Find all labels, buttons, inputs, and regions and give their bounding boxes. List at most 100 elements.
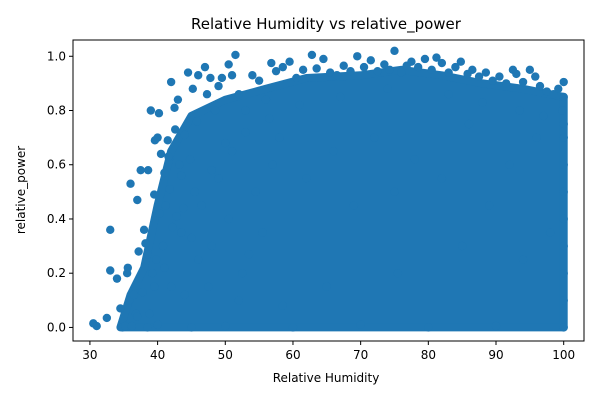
- dense-point-cloud: [116, 65, 568, 332]
- scatter-point: [265, 114, 274, 123]
- y-tick-label: 1.0: [47, 49, 66, 63]
- scatter-point: [177, 228, 186, 237]
- scatter-point: [206, 73, 215, 83]
- scatter-point: [525, 65, 535, 75]
- scatter-point: [464, 119, 474, 129]
- scatter-point: [116, 304, 125, 313]
- y-tick-label: 0.4: [47, 212, 66, 226]
- scatter-point: [126, 179, 135, 188]
- scatter-point: [221, 321, 230, 331]
- scatter-point: [349, 201, 359, 210]
- scatter-point: [488, 76, 497, 85]
- x-axis-label: Relative Humidity: [273, 371, 380, 385]
- scatter-point: [210, 106, 220, 115]
- scatter-point: [554, 84, 563, 94]
- scatter-point: [139, 225, 149, 235]
- scatter-point: [185, 155, 195, 164]
- scatter-point: [224, 214, 233, 224]
- scatter-point: [312, 64, 321, 73]
- scatter-point: [133, 312, 142, 321]
- scatter-point: [158, 241, 168, 251]
- scatter-point: [160, 263, 169, 272]
- x-tick-label: 30: [82, 348, 97, 362]
- scatter-point: [234, 296, 244, 305]
- scatter-point: [102, 313, 112, 323]
- scatter-point: [146, 106, 156, 115]
- y-tick-label: 0.0: [47, 320, 66, 334]
- scatter-point: [258, 228, 267, 237]
- scatter-point: [444, 68, 453, 77]
- scatter-point: [133, 195, 142, 205]
- scatter-point: [542, 87, 551, 96]
- scatter-point: [491, 321, 501, 331]
- scatter-point: [261, 95, 271, 104]
- scatter-point: [166, 77, 176, 87]
- scatter-point: [427, 65, 436, 75]
- scatter-point: [180, 290, 189, 300]
- scatter-point: [194, 255, 203, 264]
- scatter-point: [187, 233, 196, 243]
- scatter-point: [120, 321, 130, 331]
- scatter-point: [197, 201, 206, 210]
- scatter-point: [302, 174, 311, 183]
- scatter-point: [152, 255, 161, 264]
- scatter-point: [183, 68, 193, 77]
- scatter-point: [143, 165, 153, 175]
- scatter-point: [501, 79, 511, 88]
- scatter-point: [156, 149, 166, 159]
- scatter-point: [397, 68, 406, 77]
- scatter-point: [380, 60, 389, 69]
- scatter-point: [171, 125, 180, 134]
- scatter-point: [251, 187, 260, 197]
- scatter-point: [150, 282, 159, 291]
- y-tick-label: 0.8: [47, 104, 66, 118]
- scatter-point: [505, 160, 514, 169]
- scatter-point: [161, 201, 170, 210]
- scatter-point: [221, 138, 230, 148]
- x-tick-label: 50: [218, 348, 233, 362]
- scatter-point: [298, 65, 308, 75]
- y-tick-label: 0.2: [47, 266, 66, 280]
- scatter-point: [373, 66, 382, 76]
- scatter-point: [307, 50, 317, 60]
- scatter-point: [194, 71, 203, 80]
- x-tick-label: 90: [488, 348, 503, 362]
- scatter-point: [134, 247, 143, 256]
- y-tick-label: 0.6: [47, 158, 66, 172]
- scatter-point: [485, 201, 494, 210]
- scatter-point: [558, 106, 567, 115]
- scatter-point: [254, 76, 264, 85]
- scatter-point: [217, 73, 227, 83]
- scatter-point: [278, 301, 288, 310]
- scatter-point: [224, 60, 233, 69]
- scatter-point: [545, 228, 555, 237]
- scatter-point: [150, 190, 159, 199]
- scatter-point: [559, 296, 568, 305]
- scatter-point: [531, 72, 540, 81]
- points-layer: [89, 46, 568, 332]
- scatter-point: [437, 174, 447, 183]
- scatter-point: [393, 269, 403, 278]
- x-tick-label: 40: [150, 348, 165, 362]
- scatter-point: [383, 84, 392, 94]
- scatter-point: [275, 133, 284, 142]
- scatter-point: [207, 241, 216, 251]
- scatter-point: [451, 62, 460, 72]
- scatter-point: [539, 111, 548, 121]
- scatter-point: [432, 53, 441, 62]
- scatter-point: [559, 323, 568, 332]
- chart-title: Relative Humidity vs relative_power: [191, 15, 462, 34]
- scatter-point: [268, 160, 277, 169]
- scatter-point: [136, 165, 145, 175]
- scatter-point: [234, 90, 244, 99]
- scatter-point: [559, 269, 568, 278]
- scatter-point: [559, 241, 568, 251]
- scatter-point: [481, 68, 491, 77]
- scatter-point: [535, 81, 545, 91]
- scatter-point: [356, 320, 365, 329]
- scatter-point: [369, 133, 379, 142]
- scatter-point: [175, 160, 184, 169]
- scatter-point: [190, 187, 200, 197]
- scatter-point: [288, 323, 298, 332]
